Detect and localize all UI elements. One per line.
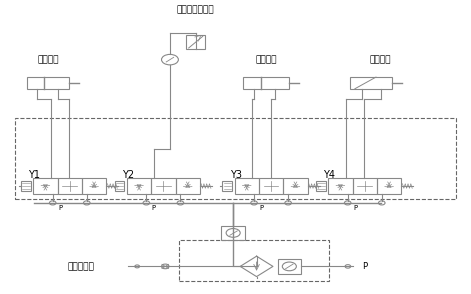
Text: 到叶轮箱充气嘴: 到叶轮箱充气嘴 [177, 6, 214, 15]
Bar [187, 35, 205, 49]
Text: 推包气缸: 推包气缸 [370, 55, 391, 64]
Bar [176, 178, 200, 193]
Text: Y4: Y4 [323, 170, 335, 180]
Bar [353, 178, 377, 193]
Bar [328, 178, 353, 193]
Text: P: P [362, 262, 367, 271]
Bar [27, 77, 69, 89]
Bar [235, 178, 259, 193]
Bar [115, 181, 124, 191]
Bar [377, 178, 401, 193]
Bar [179, 240, 329, 281]
Circle shape [135, 265, 139, 268]
Bar [277, 259, 301, 274]
Text: 压袋气缸: 压袋气缸 [255, 55, 276, 64]
Text: Y1: Y1 [28, 170, 41, 180]
Bar [33, 178, 57, 193]
Text: P: P [152, 205, 156, 211]
Text: P: P [58, 205, 62, 211]
Bar [316, 181, 326, 191]
Text: Y2: Y2 [122, 170, 134, 180]
Bar [283, 178, 308, 193]
Text: 接压缩空气: 接压缩空气 [67, 262, 94, 271]
Bar [82, 178, 106, 193]
Bar [21, 181, 31, 191]
Bar [259, 178, 283, 193]
Bar [57, 178, 82, 193]
Text: P: P [259, 205, 263, 211]
Text: Y3: Y3 [230, 170, 242, 180]
Text: 三位气缸: 三位气缸 [38, 55, 59, 64]
Bar [350, 77, 392, 89]
Bar [243, 77, 289, 89]
Bar [222, 181, 232, 191]
Bar [16, 118, 455, 199]
Bar [127, 178, 151, 193]
Bar [151, 178, 176, 193]
Bar [221, 225, 245, 240]
Text: P: P [353, 205, 357, 211]
